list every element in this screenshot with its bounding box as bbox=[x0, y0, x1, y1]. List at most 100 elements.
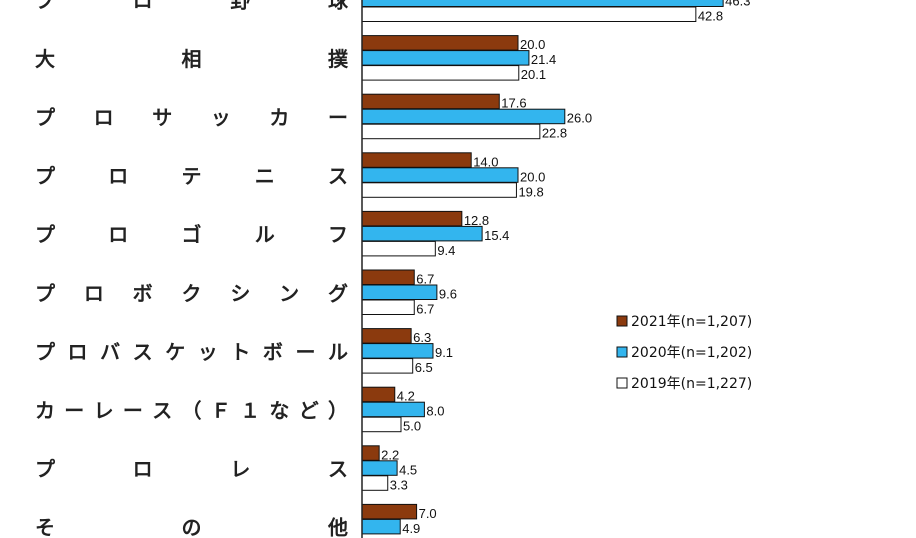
data-label: 6.5 bbox=[415, 360, 433, 375]
data-label: 19.8 bbox=[518, 184, 543, 199]
bar-2019 bbox=[361, 299, 415, 315]
category-label-char: ッ bbox=[198, 340, 218, 364]
legend-label: 2020年(n=1,202) bbox=[631, 345, 752, 361]
category-label-char: シ bbox=[230, 281, 250, 305]
category-label-char: ー bbox=[328, 105, 348, 129]
category-label-char: ス bbox=[152, 398, 172, 422]
data-label: 5.0 bbox=[403, 419, 421, 434]
data-label: 15.4 bbox=[484, 228, 509, 243]
data-label: 9.6 bbox=[439, 287, 457, 302]
category-label-char: ロ bbox=[133, 0, 153, 12]
bar-2019 bbox=[361, 240, 436, 257]
category-label-char: 野 bbox=[230, 0, 250, 12]
category-label-char: レ bbox=[94, 398, 114, 422]
category-label-char: プ bbox=[35, 223, 56, 247]
bar-2020 bbox=[361, 108, 566, 125]
category-label-char: ス bbox=[328, 457, 348, 481]
bar-2021 bbox=[361, 152, 472, 168]
bar-2020 bbox=[361, 167, 519, 183]
category-label-char: 相 bbox=[182, 47, 202, 71]
legend-swatch bbox=[616, 315, 628, 327]
data-label: 42.8 bbox=[698, 9, 723, 24]
category-label-char: ゴ bbox=[182, 223, 202, 247]
category-label-char: の bbox=[182, 516, 202, 538]
data-label: 20.1 bbox=[521, 67, 546, 82]
data-label: 20.0 bbox=[520, 37, 545, 52]
bar-2020 bbox=[361, 284, 438, 300]
legend: 2021年(n=1,207) 2020年(n=1,202) 2019年(n=1,22… bbox=[616, 314, 752, 392]
bar-2020 bbox=[361, 0, 724, 7]
category-label-char: ） bbox=[328, 398, 348, 422]
bar-2019 bbox=[361, 358, 414, 374]
data-label: 6.3 bbox=[413, 330, 431, 345]
data-label: 4.9 bbox=[402, 521, 420, 536]
bar-2020 bbox=[361, 50, 530, 66]
data-label: 2.2 bbox=[381, 447, 399, 462]
category-label-char: ス bbox=[328, 164, 348, 188]
category-labels-group: プロ野球大相撲プロサッカープロテニスプロゴルフプロボクシングプロバスケットボール… bbox=[35, 0, 349, 538]
category-label-char: ロ bbox=[108, 223, 128, 247]
category-label-char: ッ bbox=[211, 105, 231, 129]
bar-2021 bbox=[361, 269, 415, 285]
category-label-char: グ bbox=[328, 281, 348, 305]
data-label: 9.4 bbox=[437, 243, 455, 258]
bar-2020 bbox=[361, 460, 398, 476]
category-label-char: ル bbox=[328, 340, 348, 364]
data-label: 20.0 bbox=[520, 169, 545, 184]
legend-label: 2021年(n=1,207) bbox=[631, 314, 752, 330]
category-label-char: ロ bbox=[94, 105, 114, 129]
legend-swatch bbox=[616, 377, 628, 389]
category-label-char: プ bbox=[35, 164, 56, 188]
category-label-char: な bbox=[269, 398, 289, 422]
data-label: 17.6 bbox=[501, 96, 526, 111]
category-label-char: 他 bbox=[327, 516, 348, 538]
category-label-char: そ bbox=[35, 516, 55, 538]
data-label: 22.8 bbox=[542, 126, 567, 141]
bar-2021 bbox=[361, 328, 412, 344]
category-label-char: ト bbox=[230, 340, 250, 364]
category-label-char: ボ bbox=[263, 340, 283, 364]
category-label-char: テ bbox=[182, 164, 202, 188]
category-label-char: （ bbox=[182, 398, 202, 422]
bar-2021 bbox=[361, 445, 380, 461]
data-label: 26.0 bbox=[567, 111, 592, 126]
data-label: 8.0 bbox=[426, 404, 444, 419]
category-label-char: ケ bbox=[165, 340, 185, 364]
category-label-char: ボ bbox=[133, 281, 153, 305]
legend-swatch bbox=[616, 346, 628, 358]
category-label-char: プ bbox=[35, 340, 56, 364]
bar-2019 bbox=[361, 6, 697, 22]
data-label: 6.7 bbox=[416, 302, 434, 317]
category-label-char: フ bbox=[328, 223, 348, 247]
bar-2020 bbox=[361, 225, 483, 242]
data-label: 9.1 bbox=[435, 345, 453, 360]
category-label-char: 球 bbox=[328, 0, 349, 12]
category-label-char: カ bbox=[35, 398, 55, 422]
bar-2019 bbox=[361, 65, 520, 81]
bar-2019 bbox=[361, 416, 402, 433]
bar-2019 bbox=[361, 123, 541, 140]
category-label-char: ク bbox=[182, 281, 202, 305]
category-label-char: バ bbox=[100, 340, 120, 364]
data-label: 6.7 bbox=[416, 272, 434, 287]
category-label-char: ン bbox=[279, 281, 299, 305]
data-label: 3.3 bbox=[390, 477, 408, 492]
bar-2020 bbox=[361, 343, 434, 359]
data-label: 4.5 bbox=[399, 462, 417, 477]
category-label-char: ニ bbox=[255, 164, 275, 188]
category-label-char: Ｆ bbox=[211, 398, 231, 422]
category-label-char: プ bbox=[35, 105, 56, 129]
data-label: 46.3 bbox=[725, 0, 750, 9]
bar-2021 bbox=[361, 93, 500, 110]
category-label-char: カ bbox=[269, 105, 289, 129]
category-label-char: ロ bbox=[68, 340, 88, 364]
category-label-char: ル bbox=[255, 223, 275, 247]
bar-2019 bbox=[361, 475, 389, 491]
bar-2020 bbox=[361, 518, 401, 535]
category-label-char: レ bbox=[230, 457, 250, 481]
data-label: 4.2 bbox=[397, 389, 415, 404]
data-label: 12.8 bbox=[464, 213, 489, 228]
data-label: 7.0 bbox=[419, 506, 437, 521]
category-label-char: ー bbox=[295, 340, 315, 364]
